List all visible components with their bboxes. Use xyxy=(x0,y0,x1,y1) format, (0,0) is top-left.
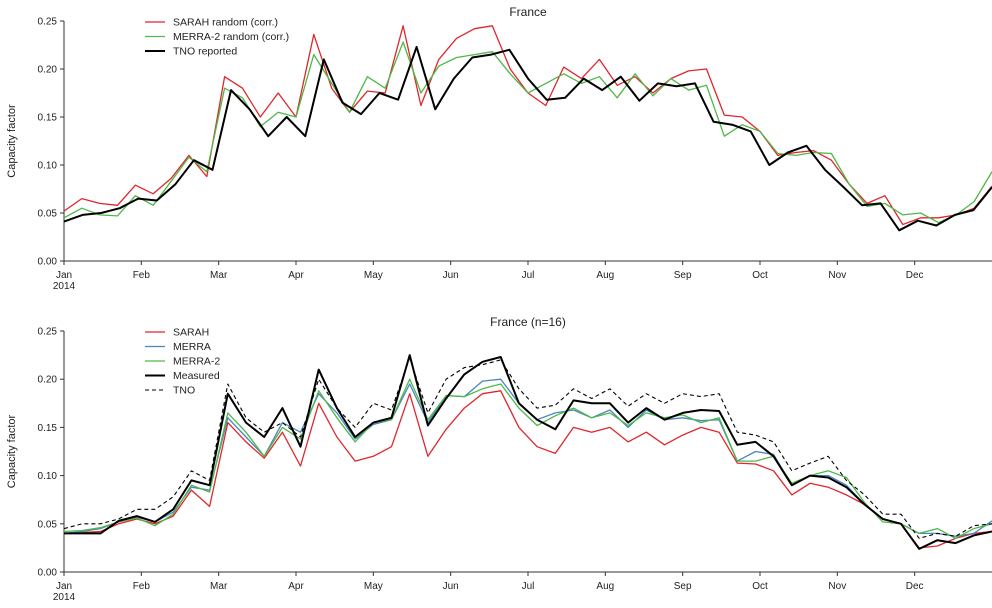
x-tick-label: Jan xyxy=(56,581,72,592)
series-line-tno-reported xyxy=(63,45,992,232)
legend: SARAH MERRA MERRA-2 Measured TNO xyxy=(145,327,220,397)
y-tick-label: 0.25 xyxy=(38,327,58,338)
y-axis-label: Capacity factor xyxy=(6,414,18,488)
chart-1: 0.00 0.05 0.10 0.15 0.20 0.25 Jan Feb Mar Apr May J… xyxy=(6,5,992,292)
x-tick-label: Jul xyxy=(522,270,535,281)
y-tick-label: 0.25 xyxy=(38,17,58,28)
x-tick-label: Mar xyxy=(210,581,228,592)
x-tick-label: Feb xyxy=(133,270,151,281)
series-line-tno xyxy=(63,357,992,539)
x-tick-label: Dec xyxy=(906,270,924,281)
legend-label: Measured xyxy=(173,370,220,382)
x-tick-label: Jun xyxy=(443,270,459,281)
series-line-merra-2-random-corr xyxy=(63,41,992,224)
x-tick-label: Aug xyxy=(596,270,614,281)
y-tick-label: 0.20 xyxy=(38,375,58,386)
y-tick-label: 0.10 xyxy=(38,471,58,482)
y-tick-label: 0.20 xyxy=(38,65,58,76)
x-tick-label: Apr xyxy=(288,270,304,281)
y-tick-label: 0.00 xyxy=(38,568,58,579)
x-tick-label: May xyxy=(364,581,383,592)
y-tick-label: 0.10 xyxy=(38,161,58,172)
x-year-label: 2014 xyxy=(53,281,76,292)
legend-label: TNO reported xyxy=(173,46,237,58)
x-tick-label: Nov xyxy=(828,581,846,592)
x-tick-label: Jun xyxy=(443,581,459,592)
x-tick-label: Oct xyxy=(752,270,768,281)
legend-label: MERRA-2 xyxy=(173,356,220,368)
y-tick-label: 0.05 xyxy=(38,209,58,220)
chart-title: France xyxy=(509,5,547,19)
series-line-merra-2 xyxy=(63,378,992,539)
chart-title: France (n=16) xyxy=(490,315,566,329)
legend-label: SARAH xyxy=(173,327,209,339)
x-tick-label: Dec xyxy=(906,581,924,592)
x-year-label: 2014 xyxy=(53,592,76,603)
y-tick-label: 0.00 xyxy=(38,257,58,268)
x-tick-label: Sep xyxy=(674,270,692,281)
y-tick-label: 0.15 xyxy=(38,113,58,124)
x-tick-label: Sep xyxy=(674,581,692,592)
x-tick-label: Jan xyxy=(56,270,72,281)
series-line-measured xyxy=(64,354,992,550)
x-tick-label: Aug xyxy=(596,581,614,592)
series-line-merra xyxy=(63,378,992,537)
x-tick-label: Oct xyxy=(752,581,768,592)
chart-2: 0.00 0.05 0.10 0.15 0.20 0.25 Jan Feb Mar Apr May J… xyxy=(6,315,992,603)
x-tick-label: Apr xyxy=(288,581,304,592)
legend-label: MERRA-2 random (corr.) xyxy=(173,31,289,43)
legend-label: TNO xyxy=(173,385,195,397)
x-tick-label: Nov xyxy=(828,270,846,281)
series-line-sarah xyxy=(63,390,992,549)
y-axis-label: Capacity factor xyxy=(6,104,18,178)
y-tick-label: 0.05 xyxy=(38,519,58,530)
legend: SARAH random (corr.) MERRA-2 random (corr… xyxy=(145,17,289,58)
x-tick-label: Jul xyxy=(522,581,535,592)
x-tick-label: Mar xyxy=(210,270,228,281)
x-tick-label: May xyxy=(364,270,383,281)
y-tick-label: 0.15 xyxy=(38,423,58,434)
x-tick-label: Feb xyxy=(133,581,151,592)
legend-label: MERRA xyxy=(173,341,211,353)
legend-label: SARAH random (corr.) xyxy=(173,17,278,29)
